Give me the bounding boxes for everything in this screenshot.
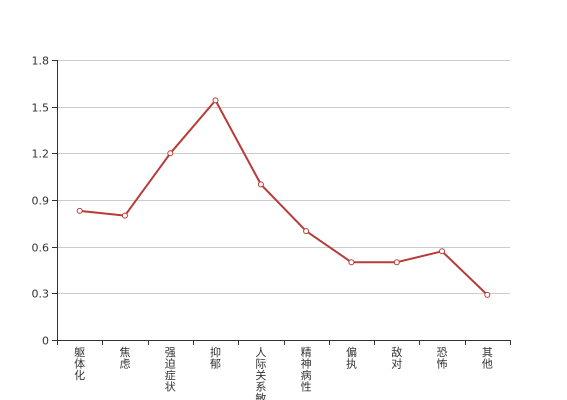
axes xyxy=(57,60,510,341)
x-tick-label: 敌对 xyxy=(391,345,402,371)
x-tick-label: 偏执 xyxy=(346,345,357,371)
x-tick-label: 抑郁 xyxy=(210,345,221,371)
data-point-5[interactable] xyxy=(257,181,264,188)
x-tick-label: 人际关系敏感 xyxy=(255,346,266,400)
series-layer xyxy=(76,97,491,298)
x-axis-ticks: 躯体化 焦虑 强迫症状 抑郁 人际关系敏感 精神病性 偏执 敌对 恐怖 其他 xyxy=(57,340,511,400)
y-axis-ticks: 0 0.3 0.6 0.9 1.2 1.5 1.8 xyxy=(32,55,57,348)
data-point-2[interactable] xyxy=(121,212,128,219)
y-tick-label: 0 xyxy=(42,335,49,348)
data-point-9[interactable] xyxy=(439,248,445,255)
series-line xyxy=(79,99,488,296)
y-tick-label: 0.6 xyxy=(32,242,50,255)
y-tick-label: 1.5 xyxy=(32,102,50,115)
y-tick-label: 1.8 xyxy=(32,55,50,68)
y-tick-label: 1.2 xyxy=(32,148,50,161)
x-tick-label: 躯体化 xyxy=(74,346,85,382)
data-point-4[interactable] xyxy=(212,97,219,104)
data-point-1[interactable] xyxy=(76,207,83,214)
y-tick-label: 0.9 xyxy=(32,195,50,208)
data-point-7[interactable] xyxy=(348,259,355,266)
x-tick-label: 其他 xyxy=(482,346,493,371)
grid-lines xyxy=(57,60,510,294)
x-tick-label: 焦虑 xyxy=(119,346,130,371)
y-tick-label: 0.3 xyxy=(32,288,50,301)
data-point-3[interactable] xyxy=(167,150,174,157)
x-tick-label: 精神病性 xyxy=(301,346,312,394)
x-tick-label: 恐怖 xyxy=(437,346,448,371)
data-point-6[interactable] xyxy=(303,228,310,235)
x-tick-label: 强迫症状 xyxy=(165,346,176,394)
data-point-8[interactable] xyxy=(393,259,400,266)
data-point-10[interactable] xyxy=(484,291,491,298)
